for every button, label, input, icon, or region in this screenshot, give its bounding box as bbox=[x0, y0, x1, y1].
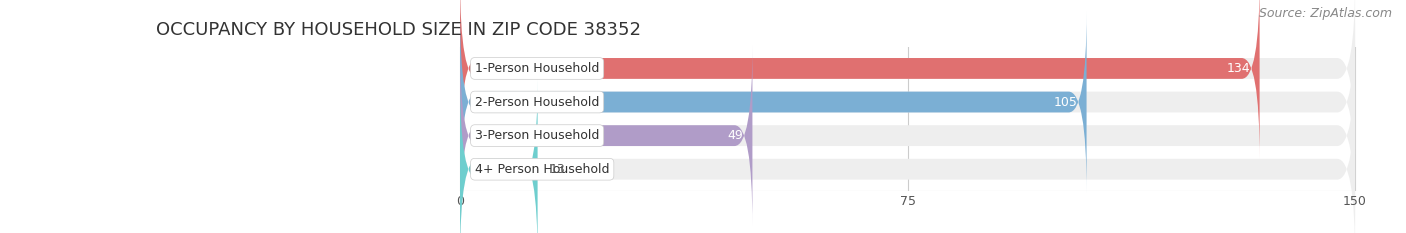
FancyBboxPatch shape bbox=[460, 79, 1355, 233]
Text: 3-Person Household: 3-Person Household bbox=[475, 129, 599, 142]
Text: 13: 13 bbox=[550, 163, 565, 176]
FancyBboxPatch shape bbox=[460, 79, 537, 233]
FancyBboxPatch shape bbox=[460, 0, 1355, 159]
FancyBboxPatch shape bbox=[460, 0, 1260, 159]
Text: OCCUPANCY BY HOUSEHOLD SIZE IN ZIP CODE 38352: OCCUPANCY BY HOUSEHOLD SIZE IN ZIP CODE … bbox=[156, 21, 641, 39]
Text: 2-Person Household: 2-Person Household bbox=[475, 96, 599, 109]
Text: 4+ Person Household: 4+ Person Household bbox=[475, 163, 609, 176]
FancyBboxPatch shape bbox=[460, 12, 1355, 192]
Text: 134: 134 bbox=[1227, 62, 1251, 75]
FancyBboxPatch shape bbox=[460, 12, 1087, 192]
FancyBboxPatch shape bbox=[460, 45, 752, 226]
Text: 1-Person Household: 1-Person Household bbox=[475, 62, 599, 75]
Text: Source: ZipAtlas.com: Source: ZipAtlas.com bbox=[1258, 7, 1392, 20]
Text: 49: 49 bbox=[728, 129, 744, 142]
Text: 105: 105 bbox=[1053, 96, 1077, 109]
FancyBboxPatch shape bbox=[460, 45, 1355, 226]
